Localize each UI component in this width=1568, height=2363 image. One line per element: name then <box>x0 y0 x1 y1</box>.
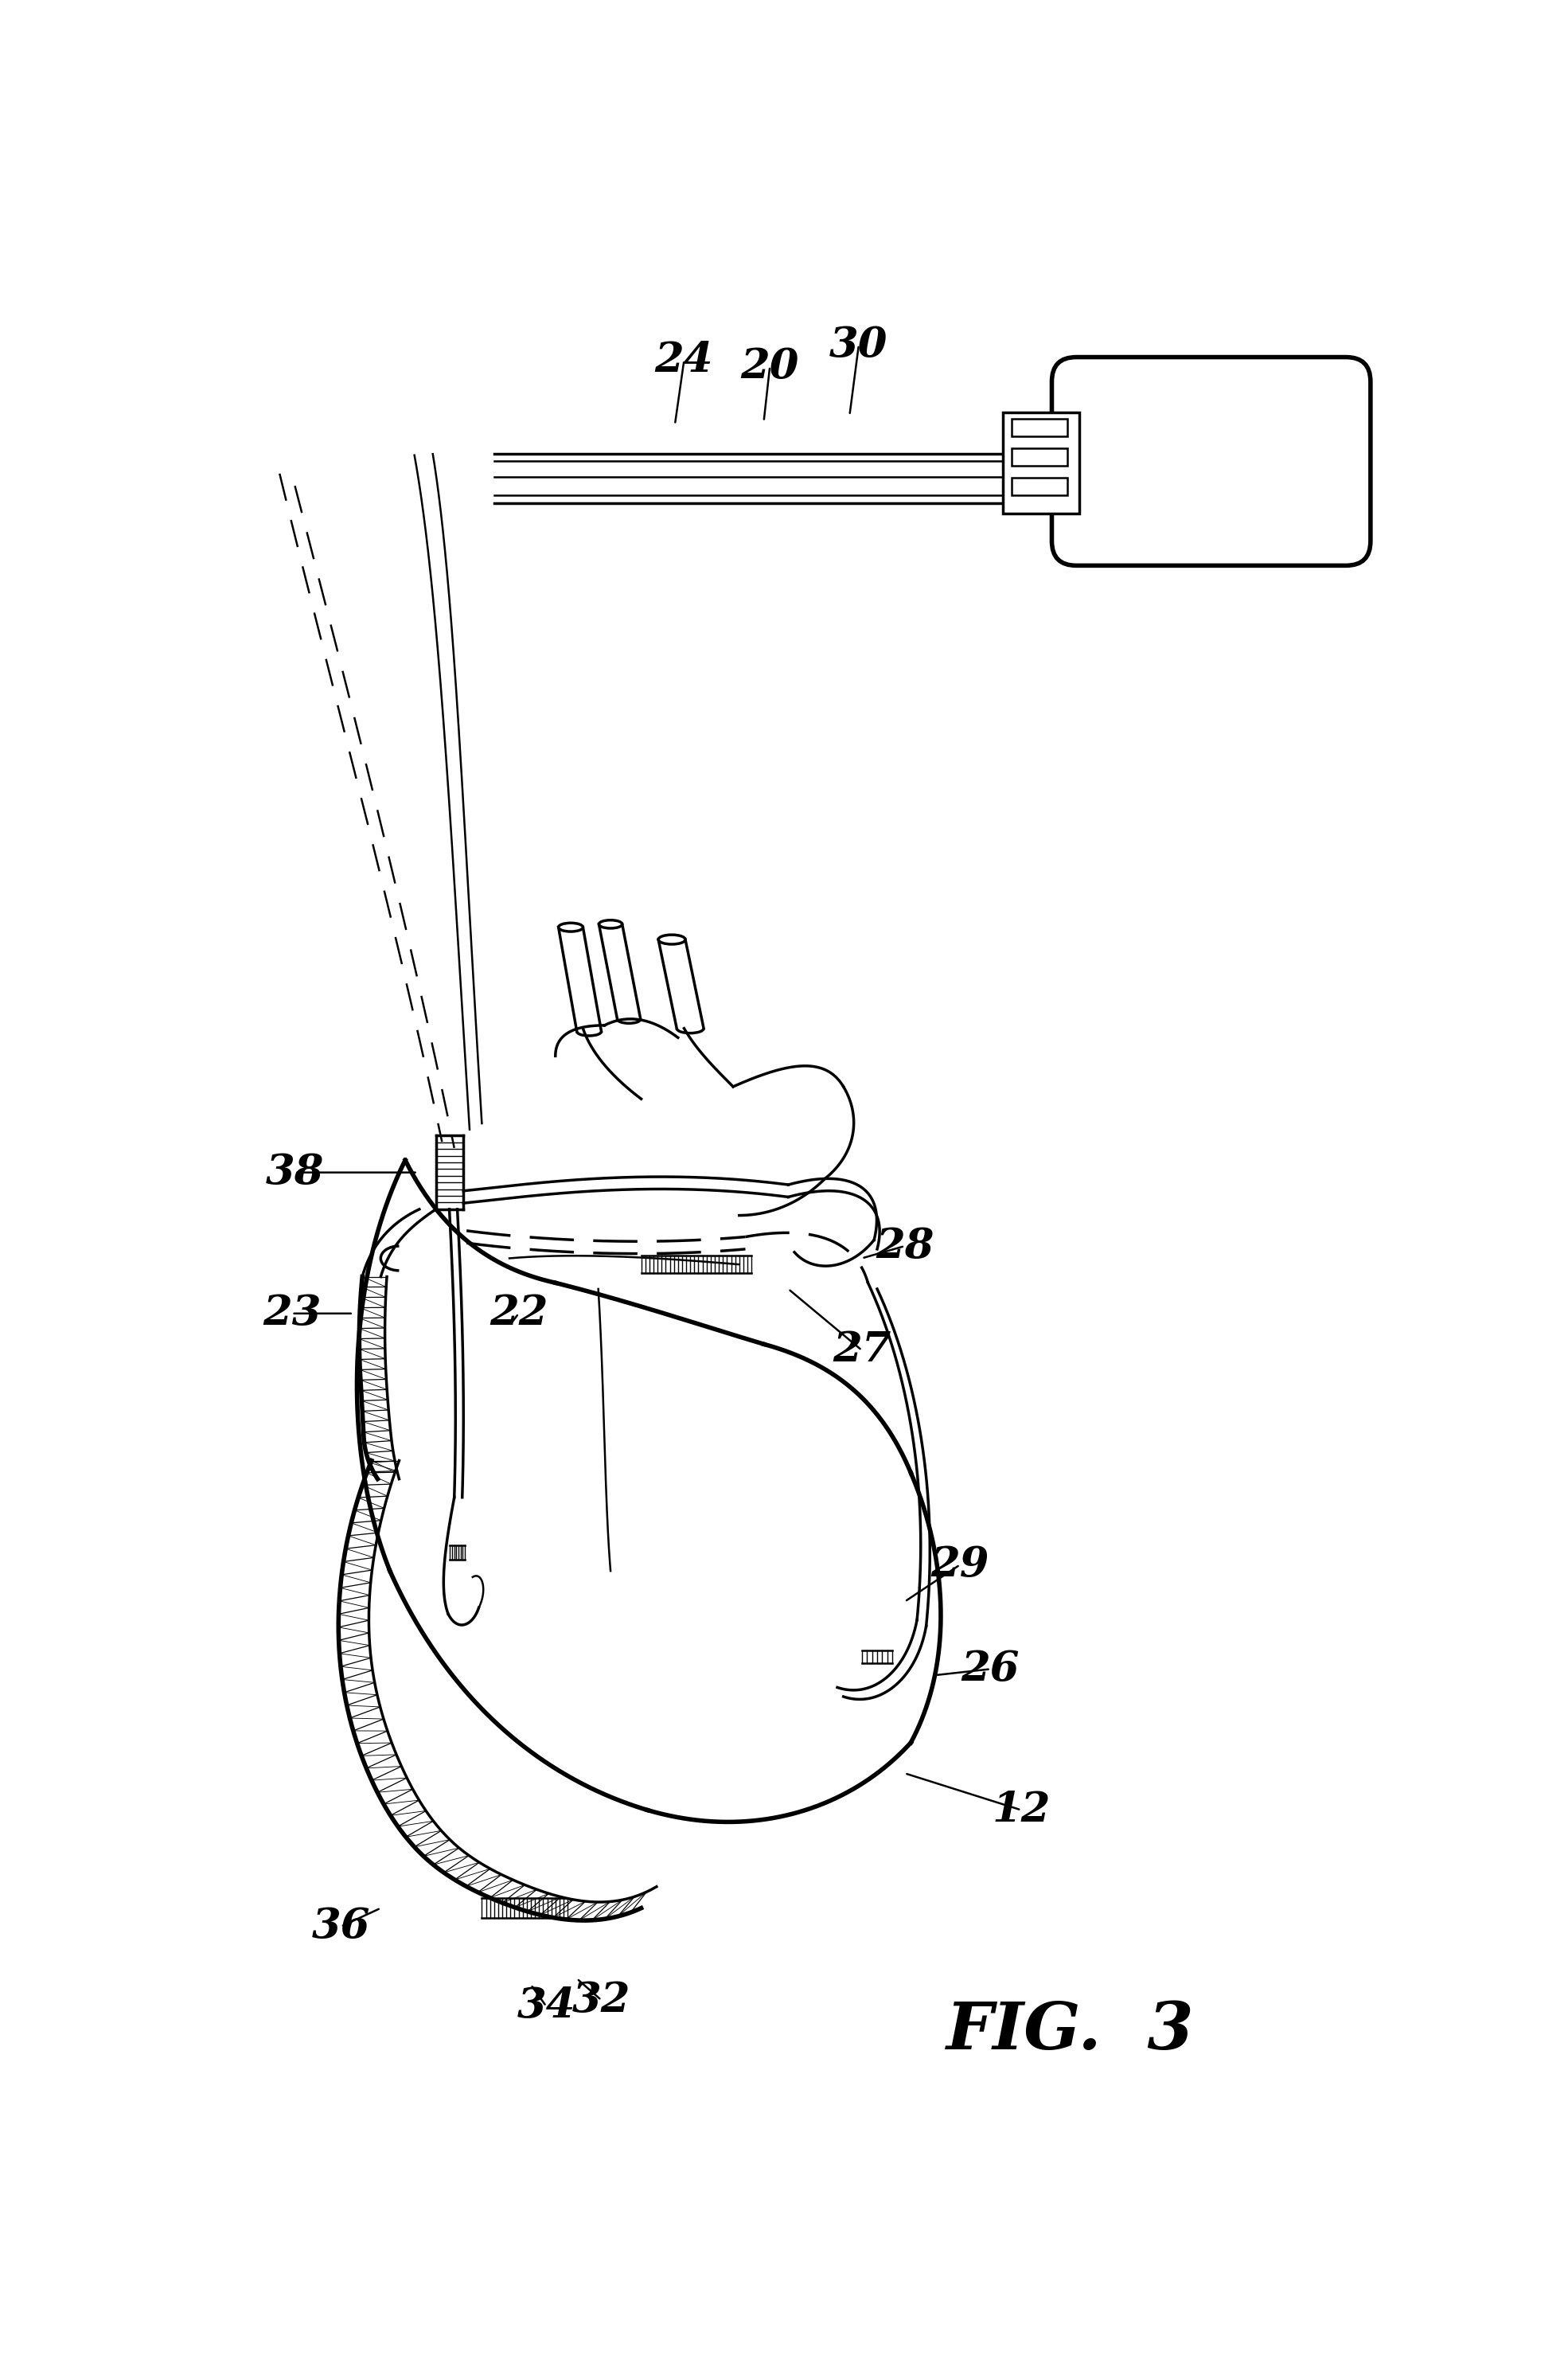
Text: 12: 12 <box>993 1789 1051 1831</box>
Text: 10: 10 <box>1267 385 1327 425</box>
Text: FIG.  3: FIG. 3 <box>946 1999 1195 2063</box>
Ellipse shape <box>599 919 622 929</box>
Bar <box>1011 449 1068 466</box>
Text: 28: 28 <box>875 1226 935 1267</box>
Text: 20: 20 <box>740 345 800 388</box>
Text: 36: 36 <box>312 1907 370 1947</box>
Ellipse shape <box>558 924 583 931</box>
Text: 34: 34 <box>517 1985 575 2027</box>
Text: 26: 26 <box>961 1649 1019 1690</box>
Bar <box>1011 418 1068 437</box>
Text: 22: 22 <box>489 1293 547 1333</box>
Text: 38: 38 <box>265 1153 325 1193</box>
Ellipse shape <box>659 936 685 945</box>
FancyBboxPatch shape <box>1052 357 1370 565</box>
Text: 24: 24 <box>655 340 713 380</box>
Text: 32: 32 <box>572 1980 630 2020</box>
Text: 29: 29 <box>931 1545 989 1586</box>
Text: 23: 23 <box>262 1293 321 1333</box>
Bar <box>1004 411 1079 513</box>
Text: 27: 27 <box>833 1330 891 1371</box>
Bar <box>1011 477 1068 496</box>
Text: 30: 30 <box>829 324 887 366</box>
